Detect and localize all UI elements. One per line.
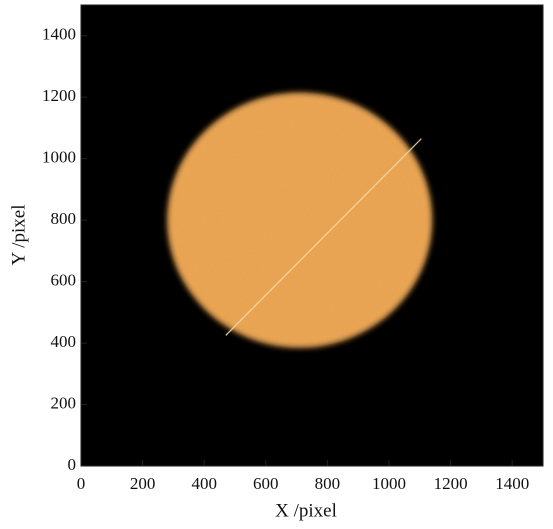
y-axis-label: Y /pixel xyxy=(8,204,29,265)
y-tick-label: 600 xyxy=(51,271,77,290)
spot-texture xyxy=(167,93,432,348)
x-tick-label: 0 xyxy=(77,474,86,493)
x-tick-label: 400 xyxy=(191,474,217,493)
y-tick-label: 200 xyxy=(51,393,77,412)
chart: X /pixel Y /pixel 0 200 400 600 800 1000 1200 1… xyxy=(0,0,553,529)
y-tick-label: 800 xyxy=(51,209,77,228)
y-tick-label: 1000 xyxy=(42,148,76,167)
y-tick-label: 1200 xyxy=(42,86,76,105)
y-tick-label: 400 xyxy=(51,332,77,351)
x-axis-label: X /pixel xyxy=(275,500,337,521)
x-tick-label: 1200 xyxy=(434,474,468,493)
y-tick-label: 0 xyxy=(68,455,77,474)
x-tick-label: 800 xyxy=(315,474,341,493)
y-tick-label: 1400 xyxy=(42,25,76,44)
x-tick-label: 200 xyxy=(130,474,156,493)
x-tick-label: 1400 xyxy=(495,474,529,493)
x-tick-label: 1000 xyxy=(372,474,406,493)
x-tick-label: 600 xyxy=(253,474,279,493)
